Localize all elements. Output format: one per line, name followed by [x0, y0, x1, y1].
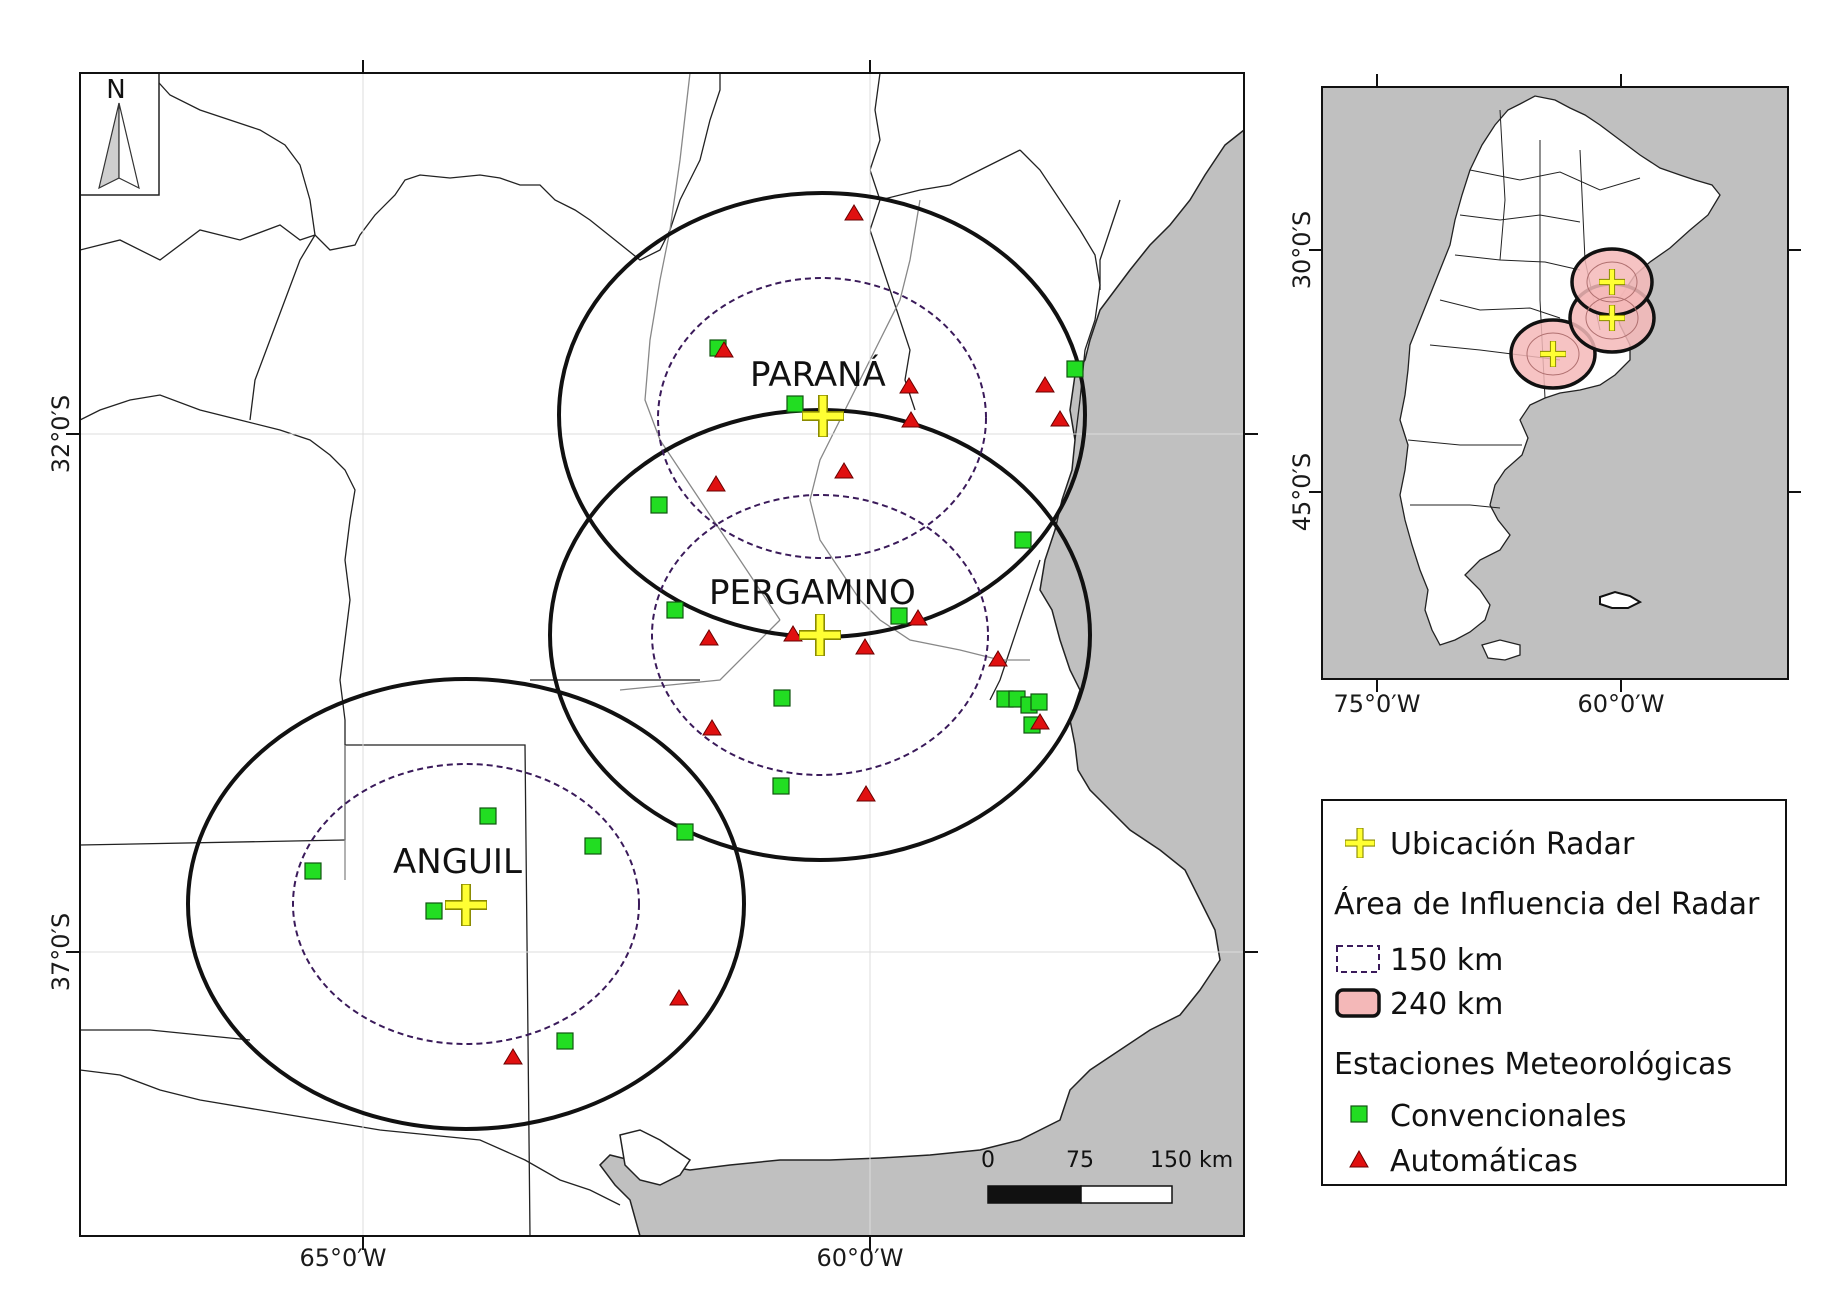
ring-150-pergamino	[651, 494, 989, 776]
station-conventional	[666, 601, 684, 619]
legend-stations-title: Estaciones Meteorológicas	[1334, 1047, 1732, 1082]
scale-tick-75: 75	[1066, 1148, 1094, 1173]
station-conventional	[479, 807, 497, 825]
north-label: N	[106, 75, 125, 105]
legend-ring-240-swatch	[1335, 988, 1381, 1018]
inset-lon-label-75w: 75°0′W	[1334, 690, 1421, 718]
stations-automatic	[503, 204, 1070, 1065]
lon-label-65w: 65°0′W	[300, 1244, 387, 1272]
radar-label-parana: PARANÁ	[750, 354, 886, 395]
legend-conventional: Convencionales	[1390, 1099, 1627, 1134]
station-conventional	[1014, 531, 1032, 549]
inset-malvinas	[1599, 590, 1643, 609]
station-automatic	[1030, 713, 1050, 730]
station-automatic	[1035, 376, 1055, 393]
station-automatic	[844, 204, 864, 221]
station-conventional	[1066, 360, 1084, 378]
north-arrow: N	[79, 72, 160, 196]
inset-tierra-del-fuego	[1481, 639, 1521, 661]
station-conventional	[772, 777, 790, 795]
station-automatic	[783, 625, 803, 642]
rings-150	[292, 277, 989, 1045]
station-automatic	[988, 650, 1008, 667]
inset-ticks	[1309, 74, 1801, 692]
station-automatic	[1050, 410, 1070, 427]
legend-frame	[1321, 799, 1787, 1186]
station-automatic	[669, 989, 689, 1006]
scale-tick-150: 150 km	[1150, 1148, 1233, 1173]
lat-label-37s: 37°0′S	[47, 913, 75, 992]
station-automatic	[699, 629, 719, 646]
station-automatic	[706, 475, 726, 492]
legend-conventional-icon	[1350, 1105, 1368, 1123]
coast-detail	[619, 1129, 692, 1186]
legend: Ubicación Radar Área de Influencia del R…	[1321, 799, 1787, 1186]
main-map: PARANÁ PERGAMINO ANGUIL N 0 75 150 km	[47, 60, 1258, 1272]
station-automatic	[714, 341, 734, 358]
scale-bar: 0 75 150 km	[981, 1148, 1233, 1204]
station-conventional	[584, 837, 602, 855]
station-automatic	[901, 411, 921, 428]
station-conventional	[425, 902, 443, 920]
station-conventional	[1030, 693, 1048, 711]
station-conventional	[773, 689, 791, 707]
station-automatic	[702, 719, 722, 736]
station-conventional	[650, 496, 668, 514]
legend-automatic-icon	[1349, 1149, 1369, 1168]
inset-map: 30°0′S 45°0′S 75°0′W 60°0′W	[1288, 74, 1801, 718]
station-automatic	[899, 377, 919, 394]
main-map-frame	[79, 72, 1245, 1237]
station-conventional	[786, 395, 804, 413]
inset-frame	[1321, 86, 1789, 680]
ring-240-anguil	[186, 677, 746, 1131]
station-automatic	[856, 785, 876, 802]
station-automatic	[855, 638, 875, 655]
legend-ring-150-swatch	[1336, 945, 1380, 973]
station-conventional	[676, 823, 694, 841]
legend-influence-title: Área de Influencia del Radar	[1334, 886, 1760, 922]
legend-automatic: Automáticas	[1390, 1144, 1578, 1179]
ring-150-parana	[657, 277, 987, 559]
station-conventional	[556, 1032, 574, 1050]
radar-label-pergamino: PERGAMINO	[709, 573, 916, 613]
legend-radar-location: Ubicación Radar	[1390, 827, 1635, 862]
station-automatic	[908, 609, 928, 626]
lat-label-32s: 32°0′S	[47, 395, 75, 474]
station-conventional	[890, 607, 908, 625]
station-automatic	[834, 462, 854, 479]
inset-lat-label-30s: 30°0′S	[1288, 211, 1316, 290]
radar-label-anguil: ANGUIL	[393, 842, 522, 882]
main-ticks	[66, 60, 1258, 1250]
scale-tick-0: 0	[981, 1148, 995, 1173]
lon-label-60w: 60°0′W	[817, 1244, 904, 1272]
legend-ring-240: 240 km	[1390, 987, 1503, 1022]
province-borders	[80, 73, 1121, 1236]
inset-lat-label-45s: 45°0′S	[1288, 453, 1316, 532]
inset-lon-label-60w: 60°0′W	[1578, 690, 1665, 718]
legend-ring-150: 150 km	[1390, 943, 1503, 978]
station-conventional	[304, 862, 322, 880]
ring-150-anguil	[292, 763, 640, 1045]
station-automatic	[503, 1048, 523, 1065]
